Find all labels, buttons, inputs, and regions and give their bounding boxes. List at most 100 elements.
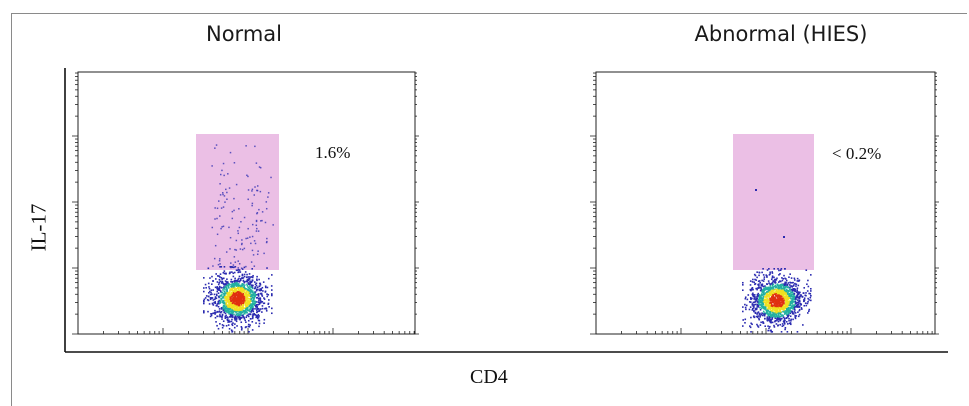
gate-event-dot: [219, 215, 221, 217]
event-dot: [208, 292, 210, 294]
event-dot: [228, 295, 231, 298]
gate-event-dot: [254, 186, 256, 188]
event-dot: [806, 302, 809, 305]
event-dot: [216, 315, 218, 318]
event-dot: [247, 301, 250, 303]
event-dot: [208, 287, 211, 290]
event-dot: [229, 310, 231, 313]
event-dot: [781, 279, 784, 282]
event-dot: [773, 276, 775, 279]
event-dot: [234, 282, 237, 285]
event-dot: [271, 294, 273, 296]
event-dot: [780, 268, 783, 270]
event-dot: [776, 299, 779, 302]
event-dot: [796, 304, 798, 307]
gate-event-dot: [245, 237, 247, 240]
event-dot: [244, 271, 247, 273]
event-dot: [766, 309, 769, 312]
event-dot: [224, 283, 227, 285]
event-dot: [223, 284, 226, 286]
event-dot: [242, 301, 245, 303]
event-dot: [757, 311, 760, 313]
event-dot: [785, 294, 788, 297]
gate-event-dot: [222, 206, 225, 208]
event-dot: [231, 271, 233, 273]
event-dot: [241, 284, 244, 287]
event-dot: [254, 295, 256, 298]
gate-event-dot: [211, 226, 214, 229]
event-dot: [790, 320, 792, 322]
event-dot: [236, 269, 239, 271]
event-dot: [794, 297, 797, 300]
event-dot: [227, 324, 230, 326]
event-dot: [258, 289, 261, 292]
gate-event-dot: [256, 189, 258, 192]
gate-event-dot: [220, 207, 223, 209]
event-dot: [751, 288, 754, 291]
event-dot: [245, 308, 247, 310]
event-dot: [223, 266, 226, 268]
event-dot: [238, 277, 240, 280]
event-dot: [262, 302, 265, 305]
event-dot: [774, 317, 777, 320]
event-dot: [217, 305, 220, 308]
event-dot: [757, 292, 760, 295]
event-dot: [808, 308, 811, 311]
event-dot: [268, 306, 270, 308]
event-dot: [238, 294, 241, 297]
event-dot: [794, 317, 797, 320]
event-dot: [230, 300, 232, 302]
event-dot: [248, 302, 251, 305]
event-dot: [774, 302, 777, 304]
event-dot: [222, 292, 225, 295]
event-dot: [226, 318, 229, 321]
event-dot: [244, 319, 246, 322]
event-dot: [217, 287, 220, 290]
event-dot: [779, 313, 782, 315]
event-dot: [236, 316, 239, 318]
event-dot: [253, 312, 255, 315]
event-dot: [237, 271, 240, 273]
event-dot: [757, 287, 759, 289]
event-dot: [759, 301, 762, 304]
event-dot: [243, 296, 246, 298]
event-dot: [761, 279, 763, 282]
event-dot: [249, 280, 251, 283]
event-dot: [264, 286, 267, 289]
event-dot: [777, 300, 780, 302]
event-dot: [770, 291, 773, 294]
event-dot: [789, 323, 792, 326]
event-dot: [793, 295, 796, 297]
event-dot: [250, 284, 253, 287]
gate-event-dot: [253, 265, 256, 267]
event-dot: [261, 311, 263, 313]
event-dot: [778, 304, 780, 307]
event-dot: [756, 271, 758, 273]
event-dot: [751, 303, 754, 305]
event-dot: [754, 274, 757, 277]
gate-event-dot: [266, 237, 268, 240]
event-dot: [778, 289, 780, 291]
event-dot: [226, 316, 229, 318]
event-dot: [224, 315, 227, 318]
event-dot: [238, 313, 240, 316]
event-dot: [230, 301, 233, 304]
event-dot: [247, 325, 250, 328]
event-dot: [784, 286, 787, 289]
event-dot: [760, 304, 762, 306]
event-dot: [783, 311, 786, 313]
event-dot: [772, 305, 775, 308]
event-dot: [765, 307, 767, 309]
event-dot: [753, 294, 756, 296]
event-dot: [793, 288, 796, 291]
event-dot: [781, 289, 784, 291]
event-dot: [774, 304, 776, 307]
event-dot: [229, 271, 231, 274]
event-dot: [798, 302, 800, 305]
event-dot: [783, 287, 786, 290]
event-dot: [778, 292, 780, 295]
event-dot: [786, 314, 788, 316]
event-dot: [790, 288, 793, 291]
event-dot: [770, 298, 773, 301]
event-dot: [225, 286, 228, 289]
